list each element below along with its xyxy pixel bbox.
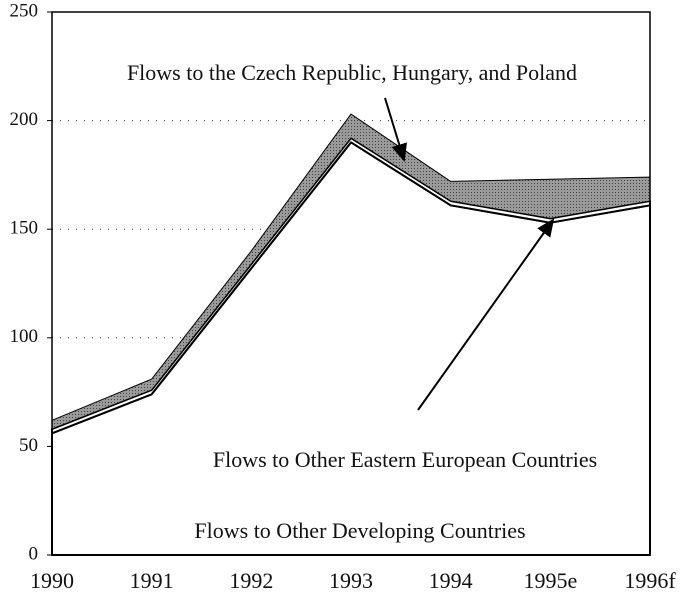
arrow	[384, 97, 407, 162]
x-tick-label: 1990	[30, 568, 74, 593]
x-tick-label: 1996f	[624, 568, 676, 593]
y-tick-label: 250	[10, 0, 39, 21]
x-tick-label: 1993	[329, 568, 373, 593]
y-tick-label: 100	[10, 326, 39, 347]
x-tick-label: 1995e	[523, 568, 577, 593]
y-tick-label: 200	[10, 109, 39, 130]
plot-frame	[51, 11, 651, 556]
x-tick-label: 1994	[429, 568, 473, 593]
y-tick-label: 50	[19, 435, 38, 456]
x-tick-label: 1991	[130, 568, 174, 593]
arrow	[417, 218, 555, 411]
annotation: Flows to Other Eastern European Countrie…	[213, 447, 597, 472]
annotation: Flows to Other Developing Countries	[194, 518, 525, 543]
y-tick-label: 150	[10, 218, 39, 239]
annotation: Flows to the Czech Republic, Hungary, an…	[127, 60, 577, 85]
x-tick-label: 1992	[229, 568, 273, 593]
y-tick-label: 0	[29, 543, 39, 564]
label-bg	[62, 60, 640, 90]
